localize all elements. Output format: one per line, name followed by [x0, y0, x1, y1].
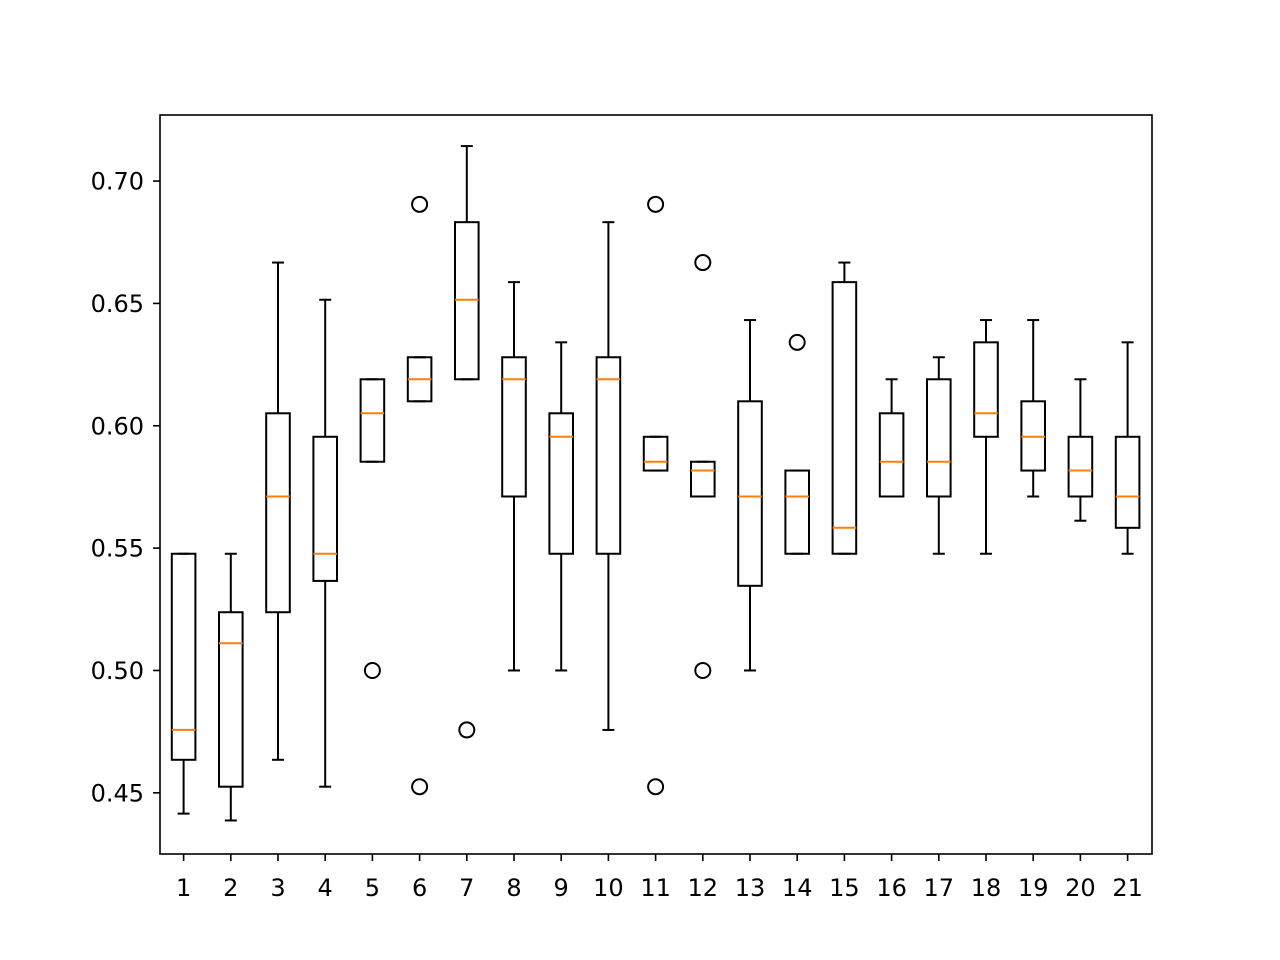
- box-iqr: [1114, 435, 1141, 529]
- box-iqr: [737, 400, 763, 587]
- y-tick-label: 0.65: [91, 290, 144, 318]
- box-13: [737, 319, 763, 672]
- flier-point: [694, 661, 712, 679]
- y-tick-label: 0.60: [91, 412, 144, 440]
- x-tick-label: 10: [593, 874, 624, 902]
- box-iqr: [218, 611, 244, 788]
- box-8: [501, 281, 527, 672]
- x-tick-label: 13: [735, 874, 766, 902]
- x-tick-label: 12: [688, 874, 719, 902]
- box-14: [784, 333, 811, 555]
- box-9: [548, 341, 575, 672]
- box-5: [359, 378, 386, 679]
- box-6: [406, 195, 433, 796]
- box-iqr: [170, 552, 197, 761]
- x-tick-label: 17: [924, 874, 955, 902]
- box-4: [312, 298, 338, 788]
- y-axis: 0.45 0.50 0.55 0.60 0.65 0.70: [91, 168, 160, 807]
- box-12: [690, 254, 716, 679]
- box-iqr: [973, 341, 999, 438]
- box-3: [265, 261, 291, 761]
- box-21: [1114, 341, 1141, 555]
- box-15: [831, 261, 858, 555]
- box-iqr: [642, 435, 669, 472]
- flier-point: [694, 254, 712, 272]
- box-2: [218, 552, 244, 822]
- x-tick-label: 6: [412, 874, 427, 902]
- x-tick-label: 21: [1112, 874, 1143, 902]
- box-16: [878, 378, 905, 498]
- box-10: [595, 221, 622, 731]
- x-tick-label: 2: [223, 874, 238, 902]
- x-tick-label: 19: [1018, 874, 1049, 902]
- x-tick-label: 4: [318, 874, 333, 902]
- box-7: [454, 145, 480, 739]
- box-17: [926, 356, 952, 555]
- box-1: [170, 552, 197, 815]
- x-tick-label: 5: [365, 874, 380, 902]
- box-iqr: [501, 356, 527, 498]
- x-tick-label: 18: [971, 874, 1002, 902]
- flier-point: [411, 195, 429, 213]
- x-tick-label: 8: [506, 874, 521, 902]
- x-axis: 1 2 3 4 5 6 7 8 9 10 11 12 13 14 15 16 17 18 19 20 21: [176, 854, 1143, 902]
- box-19: [1020, 319, 1047, 498]
- box-iqr: [831, 281, 858, 555]
- box-iqr: [1067, 435, 1094, 498]
- flier-point: [788, 333, 806, 351]
- y-tick-label: 0.50: [91, 657, 144, 685]
- box-iqr: [926, 378, 952, 498]
- flier-point: [647, 778, 665, 796]
- box-20: [1067, 378, 1094, 522]
- plot-area: [170, 145, 1141, 822]
- box-iqr: [690, 460, 716, 498]
- flier-point: [411, 778, 429, 796]
- x-tick-label: 3: [270, 874, 285, 902]
- x-tick-label: 15: [829, 874, 860, 902]
- x-tick-label: 1: [176, 874, 191, 902]
- y-tick-label: 0.55: [91, 535, 144, 563]
- box-iqr: [548, 412, 575, 555]
- box-iqr: [595, 356, 622, 555]
- box-iqr: [265, 412, 291, 614]
- y-tick-label: 0.45: [91, 779, 144, 807]
- flier-point: [647, 195, 665, 213]
- flier-point: [458, 721, 476, 739]
- y-tick-label: 0.70: [91, 168, 144, 196]
- box-iqr: [878, 412, 905, 498]
- x-tick-label: 9: [554, 874, 569, 902]
- x-tick-label: 20: [1065, 874, 1096, 902]
- x-tick-label: 14: [782, 874, 813, 902]
- x-tick-label: 11: [640, 874, 671, 902]
- x-tick-label: 7: [459, 874, 474, 902]
- box-iqr: [312, 435, 338, 582]
- box-iqr: [784, 469, 811, 555]
- x-tick-label: 16: [876, 874, 907, 902]
- box-18: [973, 319, 999, 555]
- box-iqr: [359, 378, 386, 463]
- flier-point: [363, 661, 381, 679]
- box-11: [642, 195, 669, 796]
